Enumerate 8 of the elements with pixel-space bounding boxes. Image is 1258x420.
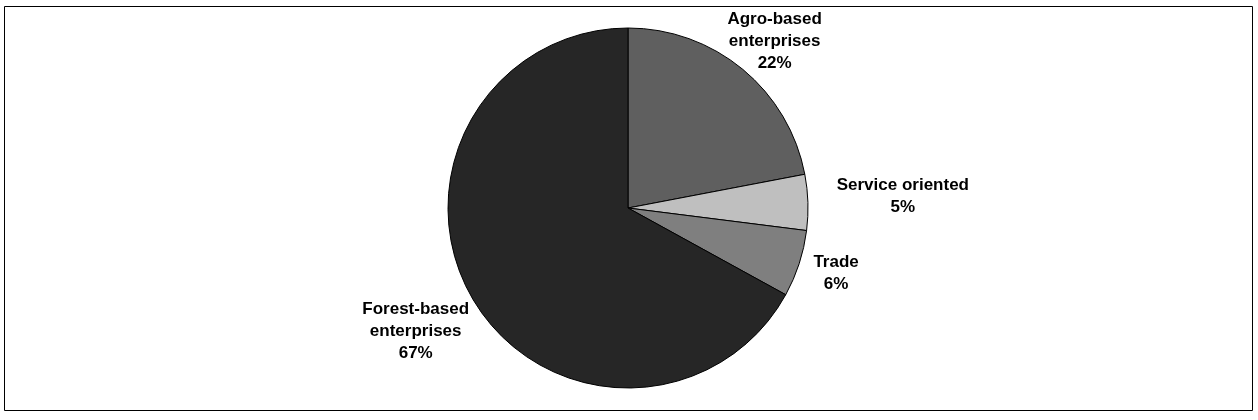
slice-label: Agro-based enterprises (727, 9, 822, 50)
data-label: 67% (398, 342, 433, 362)
slice-label: Service oriented (836, 175, 969, 195)
data-label: 5% (890, 197, 916, 217)
data-label: 6% (823, 273, 849, 293)
slice-label: Trade (813, 251, 859, 271)
slice-label: Forest-based enterprises (362, 298, 470, 340)
data-label: 22% (757, 53, 792, 72)
